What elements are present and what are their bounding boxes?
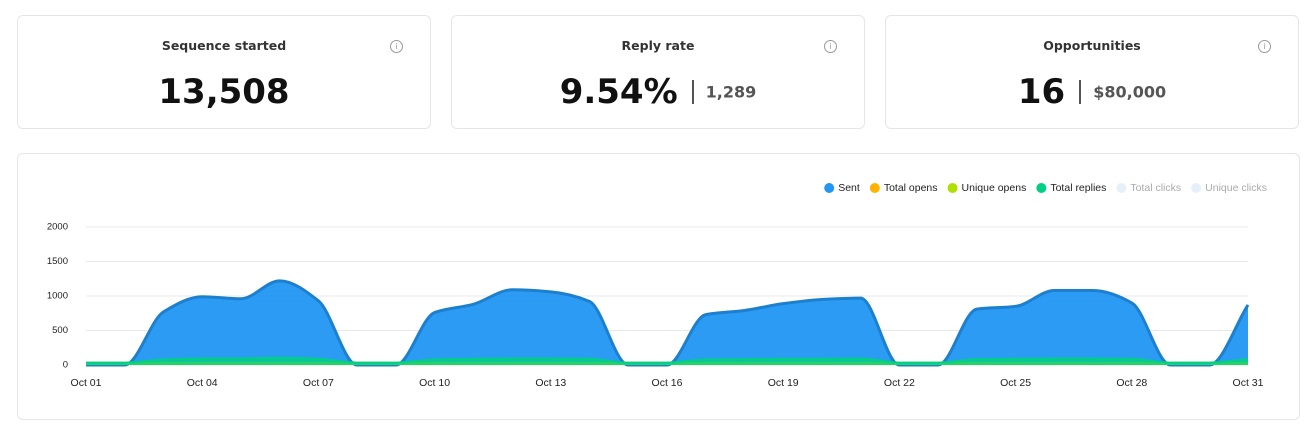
stat-card: Opportunities i 16 $80,000 [885,15,1299,129]
legend-label[interactable]: Unique clicks [1205,182,1267,194]
x-tick-label: Oct 07 [303,377,334,389]
stat-secondary: $80,000 [1093,82,1167,102]
x-tick-label: Oct 04 [187,377,218,389]
stat-card: Sequence started i 13,508 [17,15,431,129]
y-tick-label: 500 [52,325,68,336]
legend-swatch[interactable] [1116,183,1127,193]
legend-swatch[interactable] [869,183,880,193]
stat-value: 9.54% [559,72,678,112]
legend-label[interactable]: Unique opens [962,182,1027,194]
legend-swatch[interactable] [1036,183,1047,193]
series-area [86,280,1248,365]
x-tick-label: Oct 31 [1233,377,1264,389]
info-icon[interactable]: i [824,40,837,53]
stat-value: 16 [1017,72,1066,112]
x-tick-label: Oct 01 [71,377,102,389]
y-tick-label: 0 [63,360,68,371]
legend-swatch[interactable] [1191,183,1202,193]
y-tick-label: 1500 [47,256,68,267]
x-tick-label: Oct 25 [1000,377,1031,389]
legend-label[interactable]: Total clicks [1130,182,1181,194]
y-tick-label: 2000 [47,222,68,233]
x-tick-label: Oct 10 [419,377,450,389]
info-icon[interactable]: i [1258,40,1271,53]
legend-swatch[interactable] [824,183,835,193]
legend-label[interactable]: Total opens [884,182,938,194]
x-tick-label: Oct 22 [884,377,915,389]
legend-label[interactable]: Total replies [1050,182,1106,194]
y-tick-label: 1000 [47,291,68,302]
stat-title: Sequence started [161,38,287,53]
stat-secondary: 1,289 [705,82,757,102]
series-line [86,356,1249,364]
stat-card: Reply rate i 9.54% 1,289 [451,15,865,129]
separator [691,80,694,104]
x-tick-label: Oct 19 [768,377,799,389]
x-tick-label: Oct 13 [535,377,566,389]
legend-label[interactable]: Sent [838,182,860,194]
separator [1079,80,1082,104]
legend-swatch[interactable] [947,183,958,193]
x-tick-label: Oct 16 [652,377,683,389]
x-tick-label: Oct 28 [1116,377,1147,389]
stat-title: Opportunities [1043,38,1141,53]
stat-value: 13,508 [158,72,290,112]
info-icon[interactable]: i [390,40,403,53]
chart-card [17,153,1300,420]
stat-title: Reply rate [621,38,695,53]
